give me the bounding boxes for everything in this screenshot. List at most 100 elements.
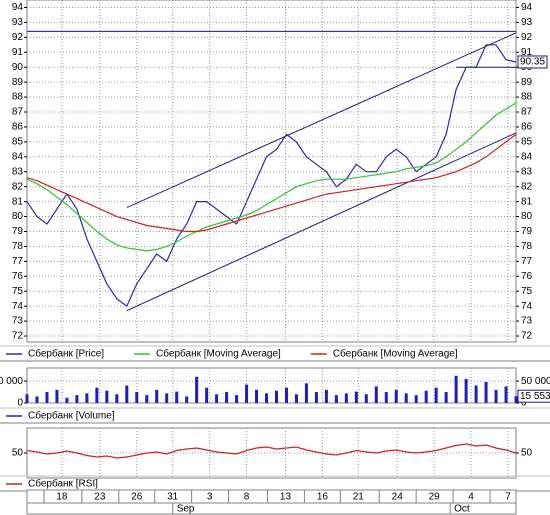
y-tick-label: 88: [12, 92, 24, 103]
y-tick-label: 78: [521, 241, 533, 252]
last-value-label: 90.35: [520, 57, 545, 68]
legend-label: Сбербанк [RSI]: [28, 478, 98, 490]
x-tick-label: 16: [317, 492, 329, 503]
y-tick-label: 79: [521, 226, 533, 237]
volume-bar: [255, 389, 259, 403]
volume-bar: [304, 383, 308, 403]
y-tick-label: 77: [12, 256, 24, 267]
volume-bar: [25, 394, 29, 403]
legend-label: Сбербанк [Moving Average]: [156, 348, 281, 360]
volume-bar: [504, 386, 508, 403]
volume-bar: [434, 387, 438, 403]
y-tick-label: 75: [12, 286, 24, 297]
y-tick-label: 85: [12, 137, 24, 148]
y-tick-label: 84: [12, 151, 24, 162]
pane-frame: [26, 0, 517, 343]
volume-bar: [324, 389, 328, 403]
y-tick-label: 85: [521, 137, 533, 148]
volume-bar: [494, 389, 498, 403]
volume-bar: [85, 393, 89, 403]
y-tick-label: 0: [521, 398, 527, 409]
volume-bar: [225, 392, 229, 403]
volume-bar: [354, 391, 358, 403]
y-tick-label: 89: [521, 77, 533, 88]
y-tick-label: 82: [12, 181, 24, 192]
volume-bar: [45, 392, 49, 403]
y-tick-label: 86: [12, 122, 24, 133]
volume-bar: [424, 390, 428, 403]
series-line: [26, 133, 517, 233]
y-tick-label: 72: [12, 331, 24, 342]
x-tick-label: 13: [280, 492, 292, 503]
volume-bar: [35, 396, 39, 403]
y-tick-label: 94: [521, 2, 533, 13]
volume-bar: [145, 395, 149, 403]
month-label: Sep: [177, 504, 195, 515]
y-tick-label: 78: [12, 241, 24, 252]
y-tick-label: 50 000: [0, 376, 23, 387]
volume-bar: [125, 385, 129, 403]
month-label: Oct: [454, 504, 470, 515]
y-tick-label: 79: [12, 226, 24, 237]
y-tick-label: 83: [521, 166, 533, 177]
volume-bar: [364, 394, 368, 403]
y-tick-label: 87: [521, 107, 533, 118]
y-tick-label: 87: [12, 107, 24, 118]
y-tick-label: 50: [521, 448, 533, 459]
y-tick-label: 82: [521, 181, 533, 192]
x-tick-label: 24: [392, 492, 404, 503]
series-line: [26, 102, 517, 252]
x-tick-label: 4: [468, 492, 474, 503]
y-tick-label: 76: [12, 271, 24, 282]
y-tick-label: 73: [12, 316, 24, 327]
volume-bar: [235, 395, 239, 403]
volume-bar: [274, 390, 278, 403]
x-tick-label: 26: [131, 492, 143, 503]
volume-bar: [374, 386, 378, 403]
y-tick-label: 81: [12, 196, 24, 207]
y-tick-label: 89: [12, 77, 24, 88]
volume-bar: [155, 389, 159, 403]
volume-bar: [464, 378, 468, 403]
volume-bar: [284, 387, 288, 403]
x-tick-label: 8: [244, 492, 250, 503]
volume-bar: [514, 396, 518, 403]
y-tick-label: 74: [12, 301, 24, 312]
trend-line: [126, 32, 517, 209]
y-tick-label: 90: [12, 62, 24, 73]
volume-bar: [165, 393, 169, 403]
x-axis-strip: [26, 489, 517, 515]
legend-label: Сбербанк [Moving Average]: [333, 348, 458, 360]
y-tick-label: 76: [521, 271, 533, 282]
volume-bar: [195, 376, 199, 403]
volume-bar: [404, 393, 408, 403]
legend-label: Сбербанк [Volume]: [28, 410, 115, 422]
x-tick-label: 31: [167, 492, 179, 503]
volume-bar: [265, 393, 269, 403]
volume-bar: [314, 392, 318, 403]
volume-bar: [344, 393, 348, 403]
y-tick-label: 84: [521, 151, 533, 162]
volume-bar: [484, 382, 488, 403]
y-tick-label: 75: [521, 286, 533, 297]
last-value-box: [517, 389, 550, 403]
volume-bar: [454, 375, 458, 403]
x-tick-label: 21: [353, 492, 365, 503]
volume-bar: [205, 387, 209, 403]
y-tick-label: 81: [521, 196, 533, 207]
volume-bar: [175, 391, 179, 403]
volume-bar: [55, 389, 59, 403]
volume-bar: [185, 396, 189, 403]
y-tick-label: 91: [12, 47, 24, 58]
y-tick-label: 0: [17, 398, 23, 409]
y-tick-label: 92: [521, 32, 533, 43]
y-tick-label: 83: [12, 166, 24, 177]
series-line: [26, 44, 517, 308]
volume-bar: [115, 394, 119, 403]
y-tick-label: 73: [521, 316, 533, 327]
volume-bar: [215, 394, 219, 403]
y-tick-label: 50 000: [521, 376, 550, 387]
volume-bar: [474, 385, 478, 403]
